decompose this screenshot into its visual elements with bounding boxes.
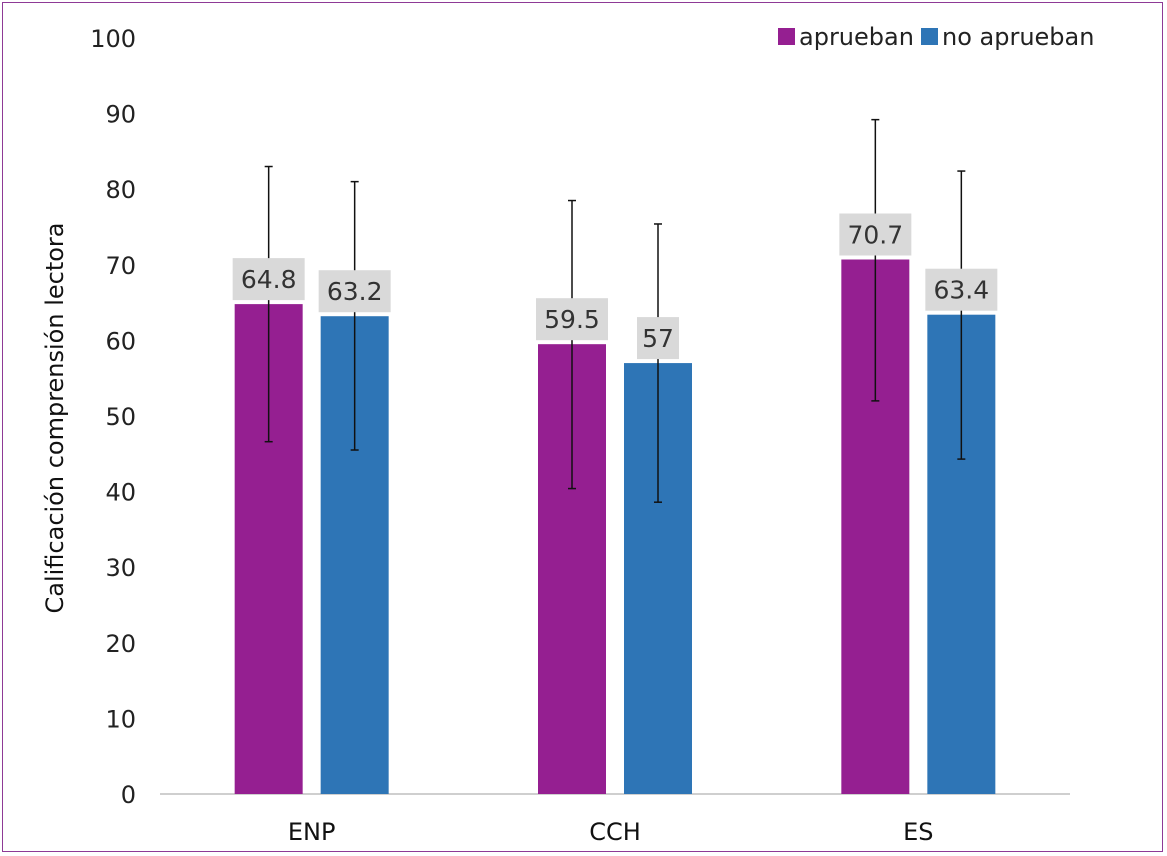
data-label-box [318,270,391,313]
x-axis-categories: ENP CCH ES [288,818,934,846]
y-tick-label: 30 [105,554,136,582]
data-label: 63.4 [933,276,989,305]
data-label-box [232,258,305,301]
y-tick-label: 100 [90,25,136,53]
legend: aprueban no aprueban [778,23,1094,51]
data-label: 64.8 [241,265,297,294]
data-label-box [536,298,608,341]
error-bars-group [264,118,966,503]
x-category-label: ENP [288,818,336,846]
y-tick-label: 0 [121,781,136,809]
data-label: 59.5 [544,305,600,334]
data-label: 57 [642,324,674,353]
data-label: 63.2 [327,277,383,306]
y-axis-title: Calificación comprensión lectora [41,222,69,613]
y-tick-label: 40 [105,479,136,507]
data-label: 70.7 [847,221,903,250]
legend-label: no aprueban [942,23,1094,51]
y-tick-label: 80 [105,176,136,204]
data-label-box [637,317,679,360]
legend-swatch [778,28,795,45]
x-category-label: ES [903,818,933,846]
y-tick-label: 90 [105,101,136,129]
y-tick-label: 70 [105,252,136,280]
data-labels-group: 64.8 63.2 59.5 57 70.7 63.4 [232,213,998,360]
x-category-label: CCH [589,818,641,846]
bars-group [234,259,996,794]
y-tick-label: 60 [105,327,136,355]
y-tick-label: 20 [105,630,136,658]
data-label-box [925,268,998,311]
legend-swatch [921,28,938,45]
y-tick-label: 10 [105,705,136,733]
y-axis-ticks: 0 10 20 30 40 50 60 70 80 90 100 [90,25,136,809]
y-tick-label: 50 [105,403,136,431]
legend-label: aprueban [799,23,914,51]
data-label-box [839,213,912,256]
